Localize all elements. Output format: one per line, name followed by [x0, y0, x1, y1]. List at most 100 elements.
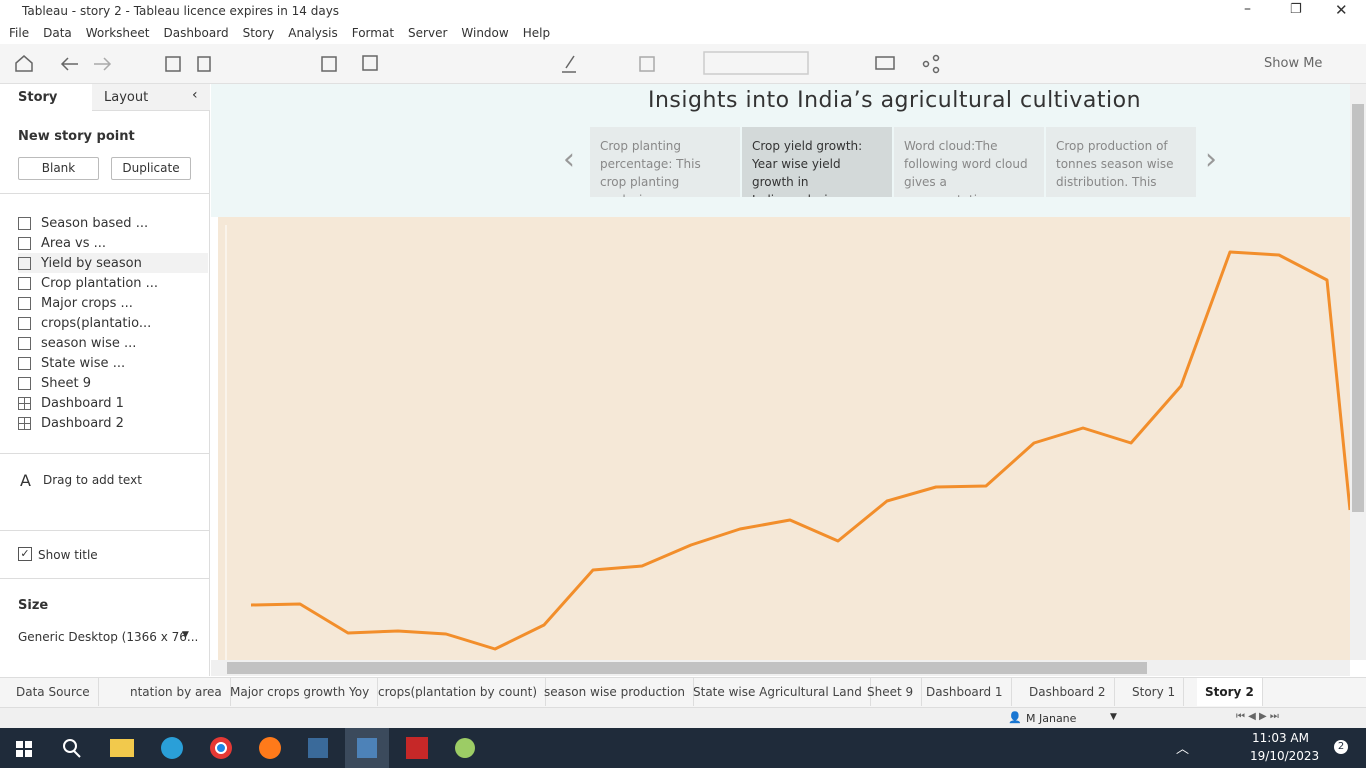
- duplicate-button[interactable]: Duplicate: [111, 157, 191, 180]
- horizontal-scrollbar[interactable]: [211, 660, 1350, 676]
- sidebar: Story Layout ‹ New story point Blank Dupl…: [0, 84, 210, 676]
- divider: [0, 530, 210, 531]
- sheet-icon: [18, 396, 31, 410]
- clock-date[interactable]: 19/10/2023: [1250, 749, 1320, 763]
- sheet-tab[interactable]: crops(plantation by count): [370, 678, 546, 706]
- title-bar: Tableau - story 2 - Tableau licence expi…: [0, 0, 1366, 22]
- vertical-scrollbar[interactable]: [1350, 84, 1366, 660]
- next-arrow[interactable]: ›: [1205, 142, 1217, 177]
- sheet-name: Dashboard 1: [41, 395, 124, 411]
- sheet-tab[interactable]: Dashboard 1: [918, 678, 1012, 706]
- drag-text[interactable]: Drag to add text: [43, 473, 142, 487]
- menu-item[interactable]: File: [9, 26, 30, 40]
- sheet-tab[interactable]: Story 1: [1124, 678, 1185, 706]
- tab-bar: [0, 677, 1366, 707]
- tab-label: Layout: [104, 90, 149, 105]
- story-point[interactable]: Word cloud:The following word cloud give…: [894, 127, 1044, 197]
- toolbar-icons: [15, 51, 940, 75]
- sheet-tab[interactable]: Story 2: [1197, 678, 1263, 706]
- menu-item[interactable]: Server: [408, 26, 448, 40]
- sheet-tab[interactable]: Dashboard 2: [1021, 678, 1115, 706]
- sheet-name: Sheet 9: [41, 375, 91, 391]
- sheet-navigation[interactable]: ⏮ ◀ ▶ ⏭: [1236, 711, 1279, 722]
- show-title-label: Show title: [38, 548, 98, 562]
- sheet-item[interactable]: Dashboard 2: [18, 413, 208, 433]
- trend-line: [250, 250, 1352, 651]
- sheet-tab[interactable]: ntation by area: [122, 678, 231, 706]
- sheet-item[interactable]: Dashboard 1: [18, 393, 208, 413]
- sheet-item[interactable]: Yield by season: [18, 253, 208, 273]
- sheet-tab[interactable]: Data Source: [8, 678, 99, 706]
- sheet-icon: [18, 296, 31, 310]
- menu-item[interactable]: Worksheet: [85, 26, 150, 40]
- sheet-name: Season based ...: [41, 215, 149, 231]
- sheet-tab[interactable]: State wise Agricultural Land: [685, 678, 871, 706]
- sheet-item[interactable]: State wise ...: [18, 353, 208, 373]
- sheet-item[interactable]: Season based ...: [18, 213, 208, 233]
- sheet-name: crops(plantatio...: [41, 315, 152, 331]
- sheet-icon: [18, 416, 31, 430]
- sheet-icon: [18, 316, 31, 330]
- sheet-name: Yield by season: [41, 255, 142, 271]
- prev-arrow[interactable]: ‹: [563, 142, 575, 177]
- sheet-tab[interactable]: Sheet 9: [859, 678, 923, 706]
- text-icon: A: [20, 471, 31, 490]
- close[interactable]: ✕: [1335, 1, 1348, 19]
- clock-time[interactable]: 11:03 AM: [1252, 731, 1309, 745]
- taskbar-icons: [16, 728, 475, 768]
- sheet-icon: [18, 336, 31, 350]
- show-me[interactable]: Show Me: [1264, 56, 1323, 71]
- toolbar: Show Me: [0, 44, 1366, 84]
- show-title-checkbox[interactable]: ✓: [18, 547, 32, 561]
- story-tab[interactable]: Story: [0, 84, 92, 111]
- sheet-item[interactable]: Area vs ...: [18, 233, 208, 253]
- line-chart: [225, 225, 1352, 660]
- blank-button[interactable]: Blank: [18, 157, 99, 180]
- sheet-tab[interactable]: Major crops growth Yoy: [222, 678, 379, 706]
- sheet-item[interactable]: Major crops ...: [18, 293, 208, 313]
- menu-item[interactable]: Story: [242, 26, 275, 40]
- minimize[interactable]: –: [1244, 1, 1251, 17]
- taskbar: ︿ 11:03 AM 19/10/2023 2: [0, 728, 1366, 768]
- size-label: Size: [18, 598, 49, 613]
- user-name[interactable]: M Janane: [1026, 712, 1077, 725]
- chart-area: [218, 217, 1352, 660]
- sheet-item[interactable]: Sheet 9: [18, 373, 208, 393]
- tab-label: Story: [18, 90, 58, 105]
- divider: [0, 578, 210, 579]
- divider: [0, 453, 210, 454]
- notification-count[interactable]: 2: [1334, 740, 1348, 754]
- story-title-text: Insights into India’s agricultural culti…: [648, 88, 1142, 113]
- sheet-name: State wise ...: [41, 355, 126, 371]
- sheet-item[interactable]: season wise ...: [18, 333, 208, 353]
- sheet-icon: [18, 356, 31, 370]
- divider: [0, 193, 210, 194]
- menu-item[interactable]: Help: [522, 26, 551, 40]
- sheet-item[interactable]: Crop plantation ...: [18, 273, 208, 293]
- menu-item[interactable]: Format: [351, 26, 395, 40]
- story-point[interactable]: Crop planting percentage: This crop plan…: [590, 127, 740, 197]
- menu-item[interactable]: Analysis: [288, 26, 338, 40]
- sheet-icon: [18, 256, 31, 270]
- menu-item[interactable]: Data: [43, 26, 72, 40]
- tray-arrow[interactable]: ︿: [1176, 742, 1190, 757]
- restore[interactable]: ❐: [1290, 2, 1302, 17]
- sheet-name: Crop plantation ...: [41, 275, 159, 291]
- status-bar: 👤 M Janane ▼ ⏮ ◀ ▶ ⏭: [0, 707, 1366, 728]
- sheet-icon: [18, 376, 31, 390]
- sheet-name: Dashboard 2: [41, 415, 124, 431]
- story-point[interactable]: Crop yield growth: Year wise yield growt…: [742, 127, 892, 197]
- sheet-icon: [18, 236, 31, 250]
- layout-tab[interactable]: Layout ‹: [92, 84, 210, 111]
- dropdown-arrow: ▼: [182, 630, 189, 640]
- story-point[interactable]: Crop production of tonnes season wise di…: [1046, 127, 1196, 197]
- user-dropdown: ▼: [1110, 712, 1117, 722]
- sheet-name: Major crops ...: [41, 295, 133, 311]
- sheet-item[interactable]: crops(plantatio...: [18, 313, 208, 333]
- menu-item[interactable]: Dashboard: [163, 26, 229, 40]
- sheet-icon: [18, 216, 31, 230]
- size-value[interactable]: Generic Desktop (1366 x 76...: [18, 630, 199, 644]
- sheet-tab[interactable]: season wise production: [536, 678, 695, 706]
- menu-item[interactable]: Window: [461, 26, 509, 40]
